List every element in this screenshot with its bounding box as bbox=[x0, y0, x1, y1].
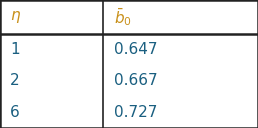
Text: $\eta$: $\eta$ bbox=[10, 9, 21, 25]
Text: $\bar{b}_0$: $\bar{b}_0$ bbox=[114, 6, 132, 28]
Text: 6: 6 bbox=[10, 105, 20, 120]
Text: 0.667: 0.667 bbox=[114, 73, 157, 88]
Text: 0.727: 0.727 bbox=[114, 105, 157, 120]
Text: 0.647: 0.647 bbox=[114, 42, 157, 57]
Text: 1: 1 bbox=[10, 42, 20, 57]
Text: 2: 2 bbox=[10, 73, 20, 88]
